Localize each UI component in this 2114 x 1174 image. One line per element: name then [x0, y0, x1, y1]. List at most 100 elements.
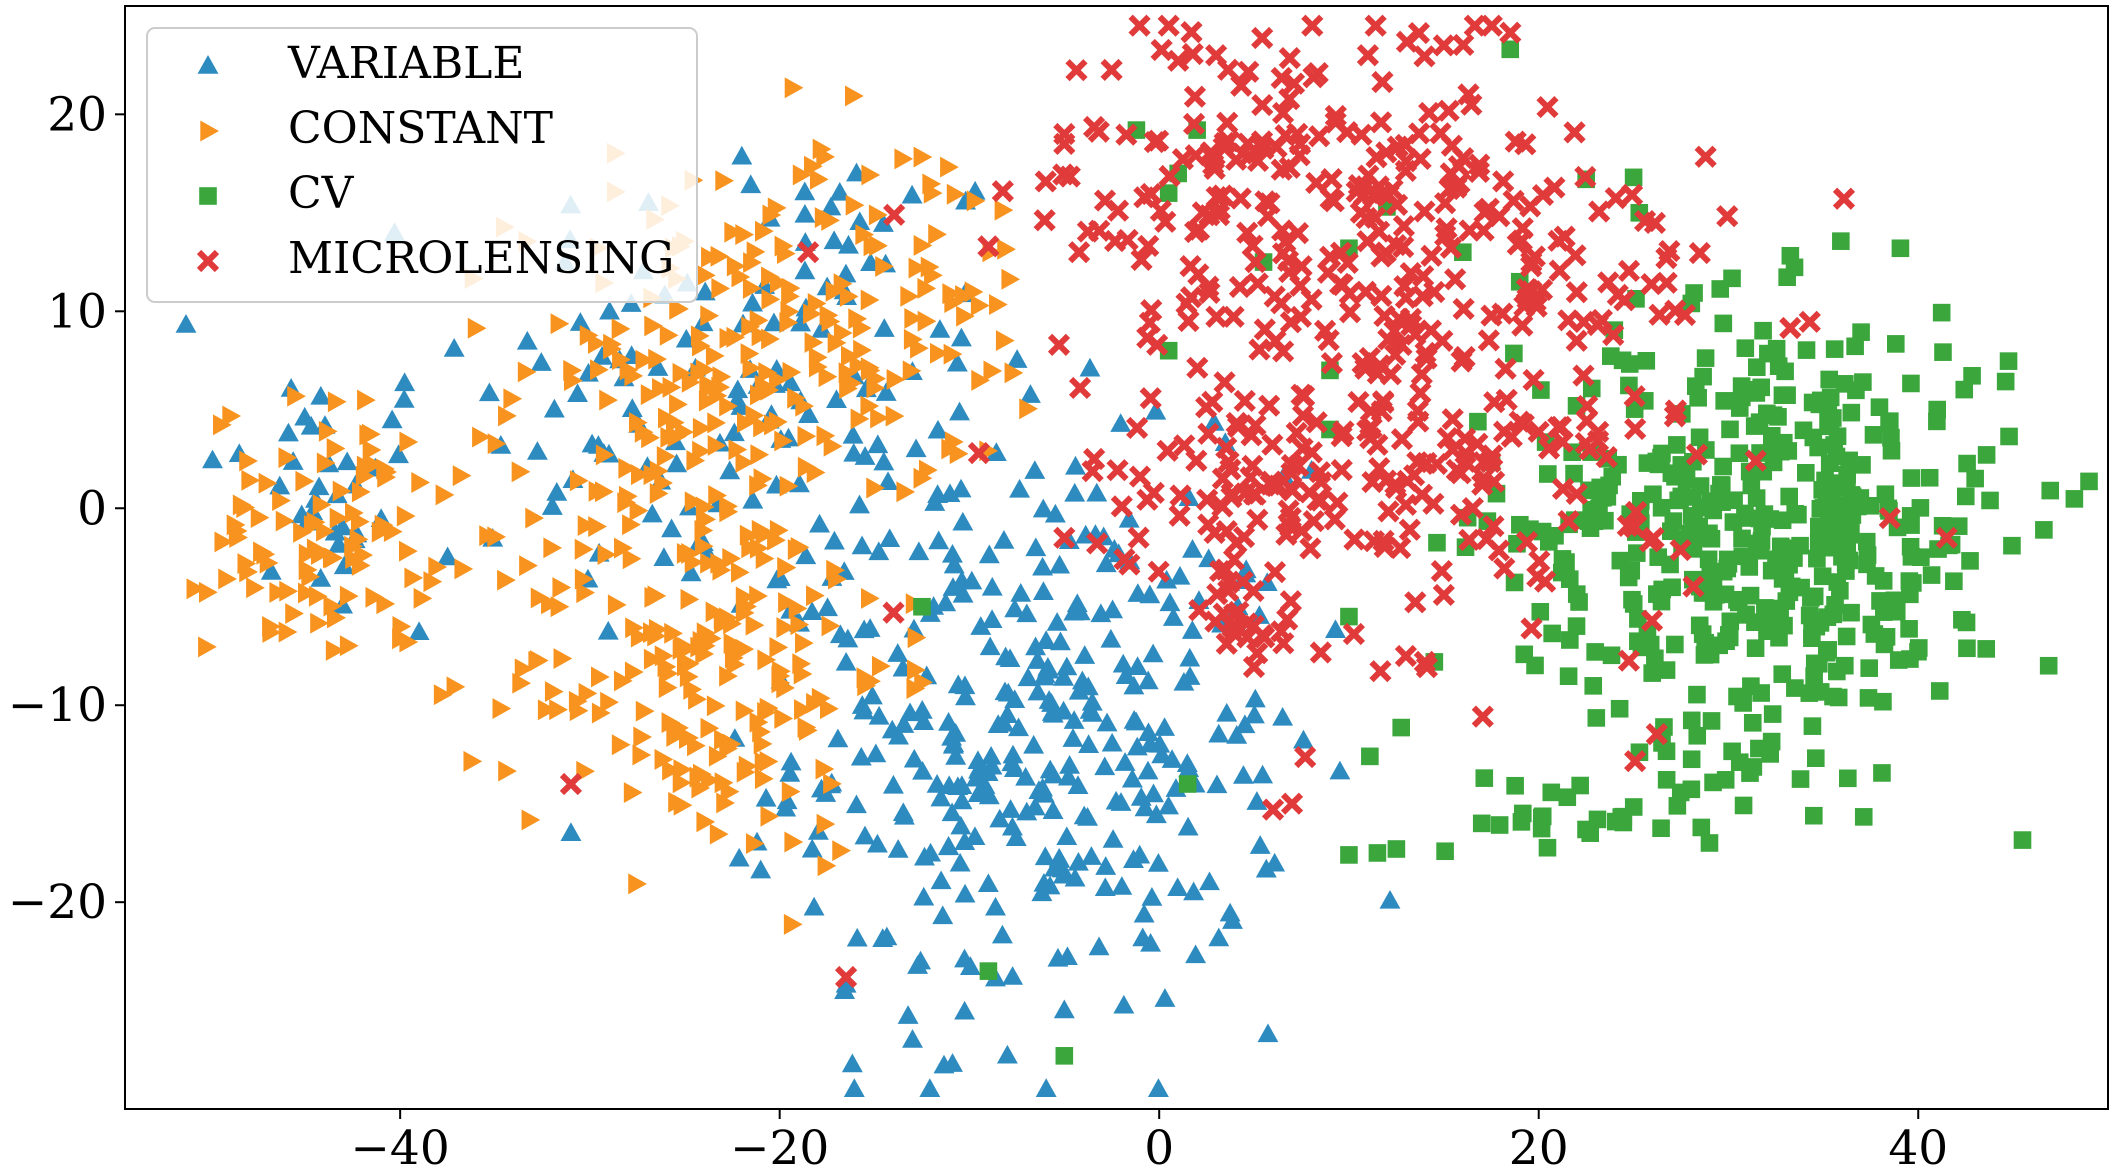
data-point	[980, 745, 1002, 765]
data-point	[908, 541, 930, 561]
data-point	[1106, 199, 1130, 222]
series-constant	[186, 77, 1038, 935]
data-point	[839, 286, 859, 307]
data-point	[1177, 816, 1199, 836]
data-point	[530, 352, 552, 371]
data-point	[761, 266, 780, 288]
data-point	[1854, 808, 1873, 826]
data-point	[719, 501, 739, 523]
data-point	[902, 360, 922, 382]
data-point	[293, 521, 312, 543]
data-point	[1505, 344, 1523, 363]
data-point	[1232, 765, 1254, 784]
data-point	[1552, 563, 1571, 582]
data-point	[202, 449, 223, 469]
data-point	[1475, 769, 1494, 787]
data-point	[648, 348, 667, 370]
data-point	[1142, 643, 1164, 663]
data-point	[619, 359, 639, 381]
data-point	[983, 360, 1003, 382]
data-point	[1920, 468, 1939, 487]
data-point	[1477, 329, 1500, 352]
data-point	[541, 496, 563, 515]
data-point	[1714, 314, 1733, 333]
data-point	[1147, 853, 1169, 872]
data-point	[1531, 602, 1550, 621]
data-point	[913, 597, 931, 616]
data-point	[797, 241, 820, 264]
data-point	[1009, 478, 1031, 498]
data-point	[956, 305, 975, 327]
data-point	[2003, 536, 2021, 555]
data-point	[1814, 499, 1833, 517]
data-point	[866, 833, 888, 853]
data-point	[979, 636, 1001, 656]
data-point	[1803, 629, 1821, 648]
data-point	[955, 285, 974, 307]
data-point	[742, 489, 764, 509]
data-point	[2041, 481, 2060, 500]
data-point	[175, 314, 197, 333]
data-point	[1762, 732, 1781, 751]
data-point	[762, 204, 782, 226]
data-point	[664, 622, 683, 644]
data-point	[859, 618, 881, 637]
data-point	[1602, 323, 1625, 347]
data-point	[1110, 495, 1133, 518]
data-point	[1211, 184, 1234, 207]
data-point	[1846, 337, 1864, 356]
data-point	[1130, 787, 1152, 806]
data-point	[841, 1053, 863, 1073]
data-point	[1418, 101, 1441, 125]
data-point	[1912, 548, 1930, 567]
data-point	[310, 385, 332, 405]
data-point	[1290, 519, 1313, 542]
data-point	[696, 811, 716, 833]
data-point	[1668, 436, 1686, 454]
data-point	[1133, 903, 1155, 923]
data-point	[951, 790, 973, 810]
data-point	[1528, 550, 1551, 573]
data-point	[1212, 602, 1235, 625]
data-point	[559, 772, 583, 796]
data-point	[1240, 424, 1263, 447]
data-point	[1803, 615, 1821, 634]
data-point	[487, 433, 507, 455]
data-point	[868, 204, 888, 226]
data-point	[1308, 125, 1331, 148]
data-point	[1932, 303, 1951, 322]
data-point	[1251, 93, 1274, 117]
data-point	[795, 632, 814, 654]
data-point	[1123, 675, 1145, 695]
data-point	[332, 480, 352, 502]
data-point	[1582, 379, 1601, 398]
data-point	[393, 389, 415, 408]
data-point	[954, 1000, 976, 1020]
data-point	[1064, 482, 1086, 502]
data-point	[1130, 248, 1153, 272]
data-point	[1342, 622, 1366, 646]
data-point	[1977, 640, 1996, 658]
data-point	[1385, 476, 1408, 499]
data-point	[896, 481, 916, 503]
data-point	[1115, 665, 1137, 685]
data-point	[918, 459, 938, 481]
data-point	[901, 184, 923, 204]
data-point	[1290, 383, 1313, 406]
data-point	[399, 540, 418, 562]
data-point	[755, 787, 777, 807]
data-point	[1226, 415, 1250, 438]
data-point	[1065, 455, 1086, 475]
data-point	[735, 586, 755, 608]
data-point	[1746, 639, 1765, 657]
data-point	[253, 541, 272, 563]
x-tick-label: 20	[1509, 1121, 1569, 1170]
data-point	[755, 524, 775, 546]
data-point	[1299, 537, 1322, 560]
data-point	[318, 420, 338, 442]
data-point	[945, 746, 967, 765]
data-point	[943, 554, 965, 574]
data-point	[837, 628, 859, 648]
data-point	[1725, 491, 1743, 510]
data-point	[1128, 465, 1152, 488]
